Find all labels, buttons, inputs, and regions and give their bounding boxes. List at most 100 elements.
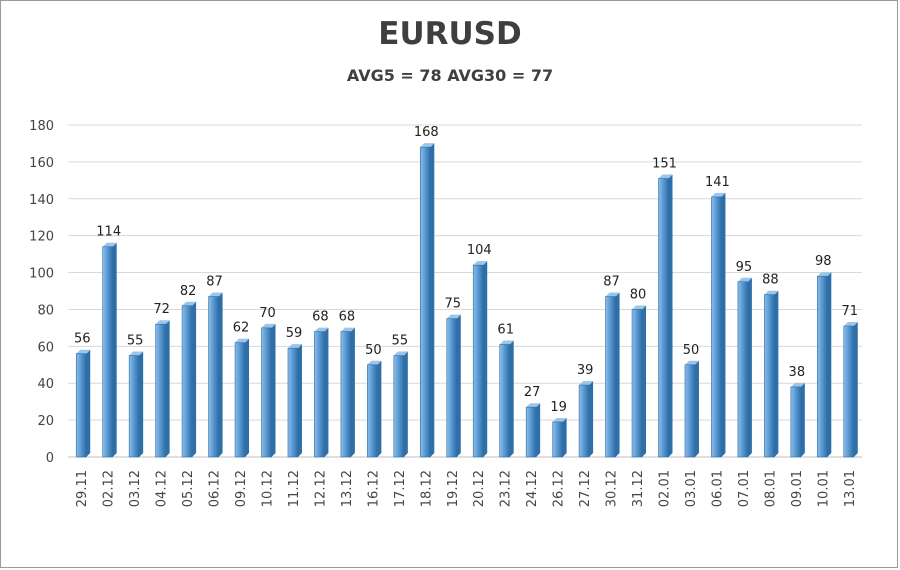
bar — [181, 301, 197, 458]
x-tick-label: 17.12 — [393, 470, 408, 507]
bar — [843, 322, 858, 458]
x-tick-label: 02.12 — [102, 470, 117, 507]
bar — [631, 305, 647, 458]
bar — [128, 351, 144, 458]
bar — [578, 381, 594, 458]
data-label: 70 — [259, 306, 276, 321]
x-tick-label: 24.12 — [525, 470, 540, 507]
x-tick-label: 10.01 — [816, 470, 831, 507]
chart-subtitle: AVG5 = 78 AVG30 = 77 — [346, 66, 554, 85]
bar — [287, 344, 302, 458]
x-tick-label: 08.01 — [763, 470, 778, 507]
bar — [234, 338, 250, 458]
x-tick-label: 07.01 — [737, 470, 752, 507]
x-tick-label: 06.12 — [208, 470, 223, 507]
x-tick-label: 30.12 — [605, 470, 620, 507]
x-tick-label: 12.12 — [313, 470, 328, 507]
data-label: 151 — [652, 156, 677, 171]
bar — [208, 292, 223, 458]
y-tick-label: 180 — [29, 119, 54, 134]
x-tick-label: 16.12 — [366, 470, 381, 507]
data-label: 98 — [815, 254, 832, 269]
bar — [314, 327, 329, 458]
data-label: 61 — [497, 322, 514, 337]
x-tick-label: 20.12 — [472, 470, 487, 507]
data-label: 68 — [312, 310, 329, 325]
x-tick-label: 19.12 — [446, 470, 461, 507]
x-tick-label: 26.12 — [552, 470, 567, 507]
data-label: 87 — [603, 275, 620, 290]
bar — [446, 314, 461, 458]
bar — [102, 242, 117, 458]
y-tick-label: 40 — [37, 377, 54, 392]
data-label: 50 — [365, 343, 382, 358]
bar — [472, 261, 488, 458]
data-label: 75 — [444, 297, 461, 312]
data-label: 95 — [736, 260, 753, 275]
bar — [155, 320, 170, 458]
bar — [816, 272, 832, 458]
data-label: 19 — [550, 400, 567, 415]
data-label: 82 — [180, 284, 197, 299]
data-label: 80 — [630, 287, 647, 302]
data-label: 39 — [577, 363, 594, 378]
x-tick-label: 10.12 — [261, 470, 276, 507]
data-label: 87 — [206, 275, 223, 290]
x-tick-label: 18.12 — [419, 470, 434, 507]
y-tick-label: 140 — [29, 193, 54, 208]
data-label: 114 — [96, 225, 121, 240]
x-tick-label: 31.12 — [631, 470, 646, 507]
bar — [525, 403, 541, 458]
x-tick-label: 09.01 — [790, 470, 805, 507]
x-tick-label: 04.12 — [155, 470, 170, 507]
chart-title: EURUSD — [378, 16, 522, 52]
data-label: 141 — [705, 175, 730, 190]
bar — [658, 174, 673, 458]
bar — [499, 340, 514, 458]
y-tick-label: 0 — [46, 451, 54, 466]
data-label: 50 — [683, 343, 700, 358]
bar — [684, 360, 699, 458]
bar — [764, 290, 779, 458]
y-tick-label: 100 — [29, 267, 54, 282]
bar — [419, 143, 435, 458]
bar — [340, 327, 355, 458]
x-tick-label: 03.12 — [128, 470, 143, 507]
bar — [393, 351, 408, 458]
data-label: 168 — [414, 125, 439, 140]
y-tick-label: 60 — [37, 340, 54, 355]
data-label: 72 — [153, 302, 170, 317]
x-tick-label: 06.01 — [710, 470, 725, 507]
x-tick-label: 23.12 — [499, 470, 514, 507]
data-label: 71 — [841, 304, 858, 319]
x-tick-label: 03.01 — [684, 470, 699, 507]
bar — [261, 323, 276, 458]
bar — [711, 192, 726, 458]
y-tick-label: 160 — [29, 156, 54, 171]
data-label: 59 — [286, 326, 303, 341]
data-label: 27 — [524, 385, 541, 400]
data-label: 56 — [74, 332, 91, 347]
data-label: 55 — [127, 334, 144, 349]
bar — [737, 277, 752, 458]
x-tick-label: 13.01 — [843, 470, 858, 507]
x-tick-label: 13.12 — [340, 470, 355, 507]
x-tick-label: 02.01 — [658, 470, 673, 507]
bar — [75, 349, 91, 458]
bar — [552, 417, 567, 458]
data-label: 68 — [339, 310, 356, 325]
x-tick-label: 29.11 — [75, 470, 90, 507]
x-tick-label: 05.12 — [181, 470, 196, 507]
data-label: 55 — [392, 334, 409, 349]
bar — [367, 360, 382, 458]
bar — [790, 382, 805, 458]
x-tick-label: 09.12 — [234, 470, 249, 507]
data-label: 104 — [467, 243, 492, 258]
x-tick-label: 27.12 — [578, 470, 593, 507]
y-tick-label: 80 — [37, 303, 54, 318]
x-tick-label: 11.12 — [287, 470, 302, 507]
data-label: 38 — [789, 365, 806, 380]
bar — [605, 292, 620, 458]
data-label: 88 — [762, 273, 779, 288]
